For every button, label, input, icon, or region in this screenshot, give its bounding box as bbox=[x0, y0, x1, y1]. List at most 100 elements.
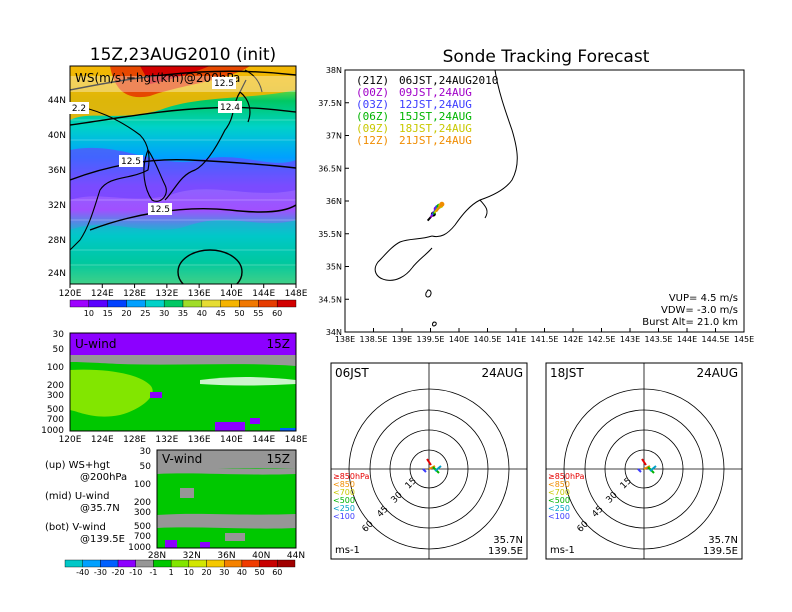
colorbar-label: 60 bbox=[272, 309, 282, 318]
colorbar-label: 50 bbox=[255, 568, 265, 577]
lat-tick-label: 28N bbox=[148, 551, 166, 561]
p-tick-label: 1000 bbox=[41, 426, 64, 436]
lat-tick-label: 44N bbox=[48, 96, 66, 106]
lon-tick-label: 144E bbox=[252, 289, 275, 299]
note-bot-line1: (bot) V-wind bbox=[45, 522, 106, 533]
x-tick-label: 141E bbox=[506, 335, 526, 344]
lon-tick-label: 120E bbox=[59, 289, 82, 299]
y-tick-label: 35N bbox=[326, 263, 342, 272]
colorbar-label: 60 bbox=[272, 568, 282, 577]
colorbar-cell bbox=[224, 559, 243, 568]
note-mid-line1: (mid) U-wind bbox=[45, 491, 109, 502]
v-wind-label: V-wind bbox=[162, 452, 202, 466]
colorbar-cell bbox=[206, 559, 225, 568]
ws-lon-ticks: 120E 124E 128E 132E 136E 140E 144E 148E bbox=[59, 284, 308, 299]
hodo-lat: 35.7N bbox=[708, 535, 738, 546]
track-legend: (21Z) 06JST,24AUG2010 (00Z) 09JST,24AUG (03Z… bbox=[356, 74, 498, 147]
x-tick-label: 140E bbox=[449, 335, 469, 344]
lat-tick-label: 40N bbox=[252, 551, 270, 561]
track-end-point bbox=[439, 201, 445, 207]
contour-label: 12.4 bbox=[220, 103, 240, 113]
hodo-legend: <250 bbox=[333, 504, 355, 513]
x-tick-label: 141.5E bbox=[531, 335, 559, 344]
colorbar-cell bbox=[182, 299, 203, 308]
hodo-legend: <850 bbox=[548, 480, 570, 489]
p-tick-label: 300 bbox=[134, 508, 151, 518]
hodo-lat: 35.7N bbox=[493, 535, 523, 546]
colorbar-cell bbox=[201, 299, 221, 308]
lon-tick-label: 120E bbox=[59, 435, 82, 445]
colorbar-label: 1 bbox=[169, 568, 174, 577]
x-tick-label: 138.5E bbox=[360, 335, 388, 344]
colorbar-label: 45 bbox=[216, 309, 226, 318]
p-tick-label: 1000 bbox=[128, 543, 151, 553]
notes: (up) WS+hgt @200hPa (mid) U-wind @35.7N … bbox=[45, 460, 127, 545]
hodo-trace bbox=[422, 468, 427, 473]
colorbar-label: -20 bbox=[112, 568, 125, 577]
colorbar-cell bbox=[107, 299, 127, 308]
colorbar-cell bbox=[239, 299, 259, 308]
legend-utc: (03Z) bbox=[356, 98, 389, 111]
hodo-trace bbox=[637, 468, 642, 473]
lon-tick-label: 136E bbox=[188, 435, 211, 445]
colorbar-cell bbox=[170, 559, 190, 568]
x-tick-label: 144.5E bbox=[702, 335, 730, 344]
hodo-legend: <100 bbox=[333, 512, 355, 521]
p-tick-label: 50 bbox=[140, 462, 152, 472]
hodo-date: 24AUG bbox=[696, 366, 738, 380]
hodo-legend: <250 bbox=[548, 504, 570, 513]
p-tick-label: 700 bbox=[134, 532, 151, 542]
lon-tick-label: 124E bbox=[91, 435, 114, 445]
colorbar-label: 30 bbox=[159, 309, 169, 318]
y-tick-label: 37.5N bbox=[318, 99, 342, 108]
hodo-legend: ≥850hPa bbox=[333, 472, 370, 481]
p-tick-label: 500 bbox=[47, 405, 64, 415]
legend-utc: (21Z) bbox=[356, 74, 389, 87]
contour-label: 2.2 bbox=[72, 104, 86, 114]
colorbar-cell bbox=[153, 559, 172, 568]
y-tick-label: 34N bbox=[326, 328, 342, 337]
colorbar-cell bbox=[82, 559, 101, 568]
hodo-trace bbox=[649, 465, 657, 472]
lat-tick-label: 36N bbox=[48, 166, 66, 176]
ws-colorbar: 10 15 20 25 30 35 40 45 50 55 60 bbox=[69, 299, 297, 318]
legend-jst: 21JST,24AUG bbox=[399, 134, 472, 147]
contour-label: 12.5 bbox=[150, 205, 170, 215]
note-up-line1: (up) WS+hgt bbox=[45, 460, 110, 471]
colorbar-cell bbox=[241, 559, 260, 568]
hodo-legend: ≥850hPa bbox=[548, 472, 585, 481]
colorbar-label: -1 bbox=[149, 568, 157, 577]
left-title: 15Z,23AUG2010 (init) bbox=[90, 45, 276, 65]
p-tick-label: 30 bbox=[53, 330, 65, 340]
colorbar-label: -40 bbox=[76, 568, 89, 577]
lon-tick-label: 124E bbox=[91, 289, 114, 299]
contour-label: 12.5 bbox=[121, 157, 141, 167]
colorbar-cell bbox=[64, 559, 83, 568]
p-tick-label: 200 bbox=[134, 498, 151, 508]
hodo-trace bbox=[641, 458, 647, 466]
contour-label: 12.5 bbox=[214, 79, 234, 89]
legend-jst: 06JST,24AUG2010 bbox=[399, 74, 498, 87]
p-tick-label: 30 bbox=[140, 447, 152, 457]
p-tick-label: 700 bbox=[47, 415, 64, 425]
track-y-ticks: 38N 37.5N 37N 36.5N 36N 35.5N 35N 34.5N 34N bbox=[318, 66, 349, 337]
lon-tick-label: 128E bbox=[123, 435, 146, 445]
hodo-time: 18JST bbox=[550, 366, 584, 380]
lat-tick-label: 44N bbox=[287, 551, 305, 561]
colorbar-label: -10 bbox=[129, 568, 142, 577]
colorbar-label: 55 bbox=[253, 309, 263, 318]
tracking-panel: 138E 138.5E 139E 139.5E 140E 140.5E 141E 141.5E… bbox=[318, 66, 754, 344]
colorbar-label: 20 bbox=[121, 309, 131, 318]
u-wind-time: 15Z bbox=[267, 337, 291, 351]
x-tick-label: 143E bbox=[620, 335, 640, 344]
y-tick-label: 36.5N bbox=[318, 164, 342, 173]
p-tick-label: 200 bbox=[47, 381, 64, 391]
x-tick-label: 143.5E bbox=[645, 335, 673, 344]
hodo-unit: ms-1 bbox=[335, 545, 360, 556]
hodo-legend: <500 bbox=[548, 496, 570, 505]
lat-tick-label: 28N bbox=[48, 236, 66, 246]
x-tick-label: 145E bbox=[734, 335, 754, 344]
legend-jst: 12JST,24AUG bbox=[399, 98, 472, 111]
